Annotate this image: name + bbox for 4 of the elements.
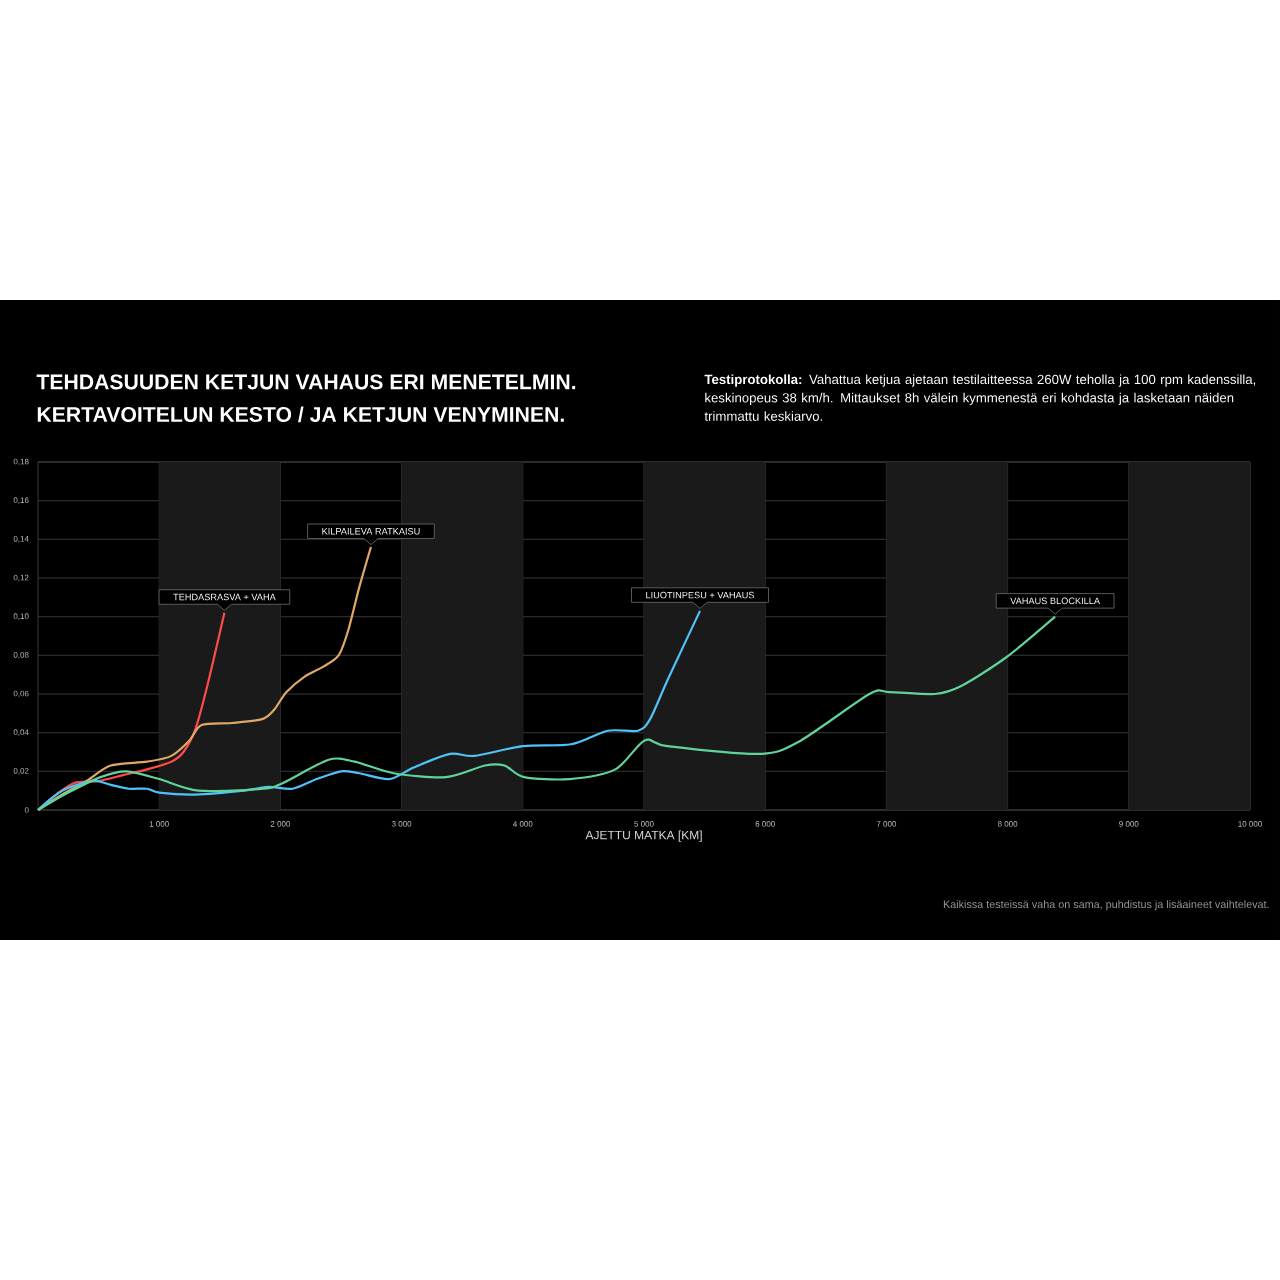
chart-subtitle: KERTAVOITELUN KESTO / JA KETJUN VENYMINEN. <box>37 406 564 423</box>
line-series <box>36 615 1057 812</box>
line-series <box>36 609 702 812</box>
chart-title: TEHDASUUDEN KETJUN VAHAUS ERI MENETELMIN. <box>36 374 576 390</box>
